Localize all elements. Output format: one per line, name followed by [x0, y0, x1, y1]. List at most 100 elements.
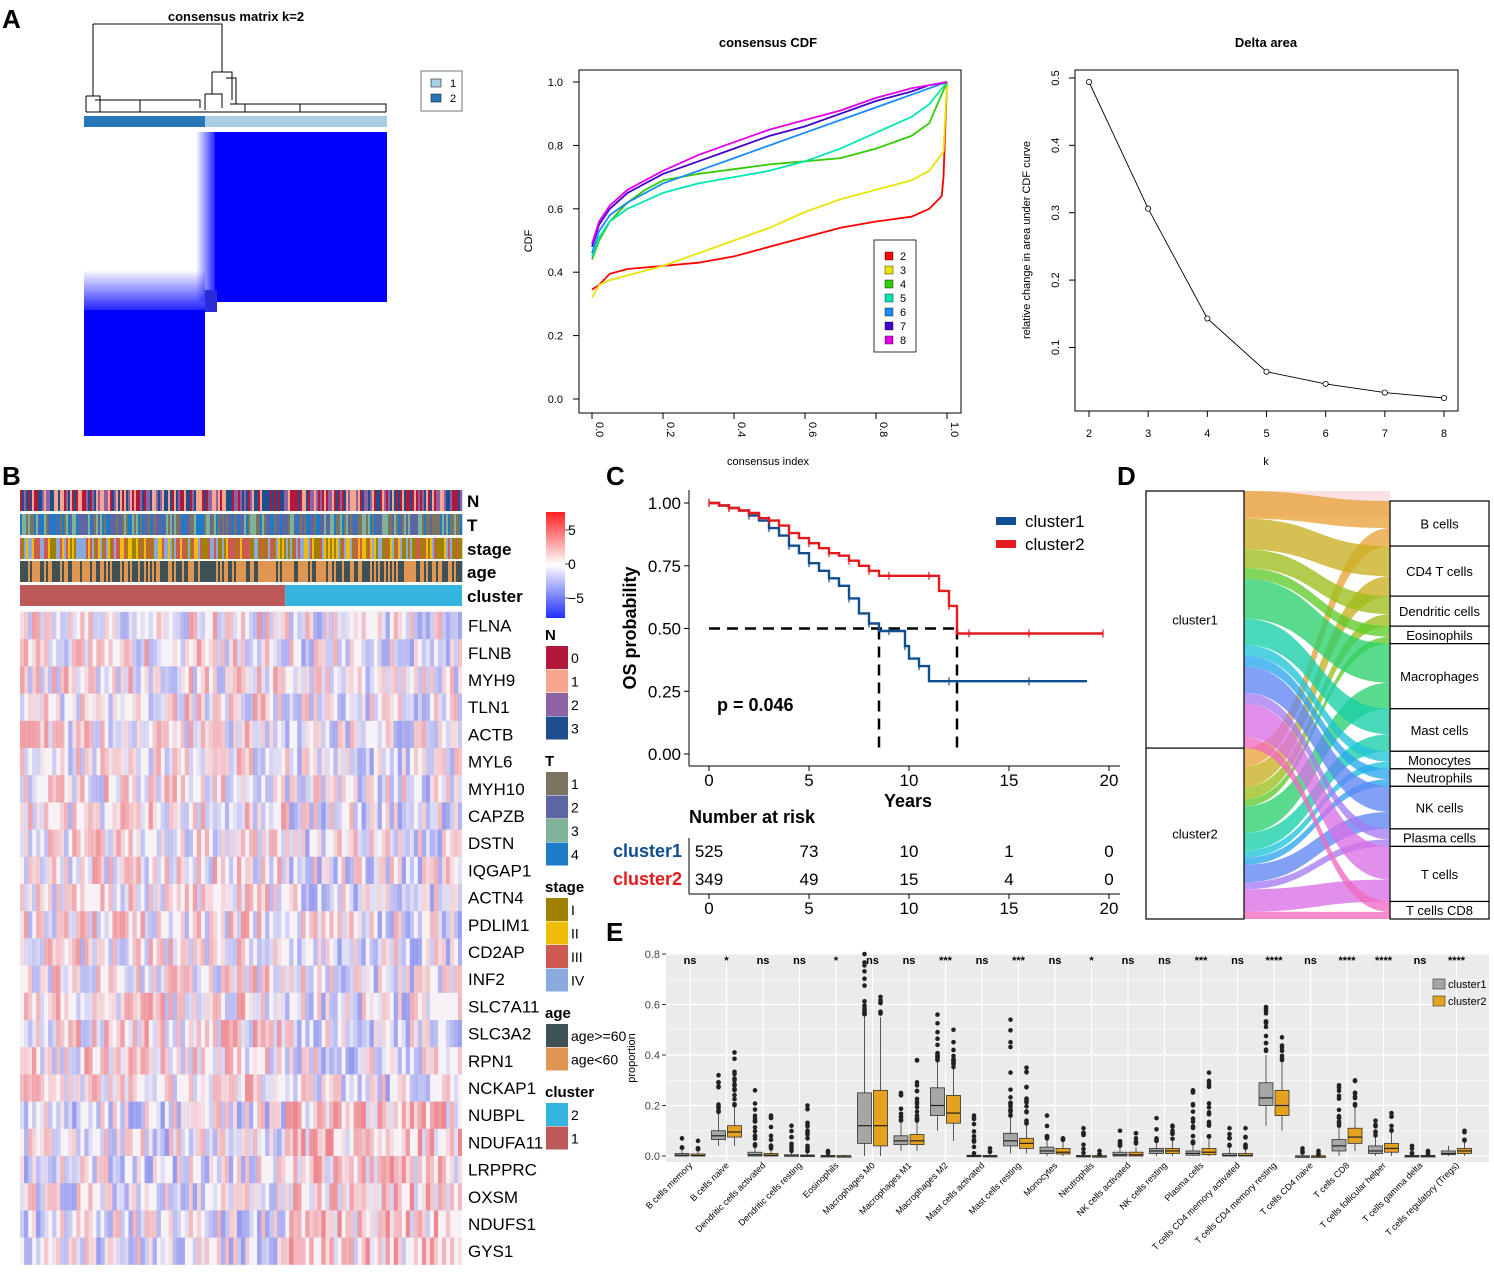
expression-cell	[401, 1074, 406, 1102]
gene-labels: FLNAFLNBMYH9TLN1ACTBMYL6MYH10CAPZBDSTNIQ…	[468, 617, 543, 1262]
expression-cell	[285, 856, 290, 884]
expression-cell	[409, 911, 414, 939]
expression-cell	[377, 1237, 382, 1265]
expression-cell	[313, 911, 318, 939]
expression-cell	[80, 1156, 85, 1184]
expression-cell	[381, 1020, 386, 1048]
expression-cell	[132, 911, 137, 939]
expression-cell	[140, 1101, 145, 1129]
annotation-cell-age	[98, 561, 101, 582]
annotation-cell-T	[162, 514, 165, 535]
annotation-cell-N	[62, 490, 65, 511]
expression-cell	[409, 1074, 414, 1102]
expression-cell	[136, 829, 141, 857]
annotation-cell-N	[354, 490, 357, 511]
annotation-cell-T	[92, 514, 95, 535]
km-xlabel: Years	[884, 791, 932, 811]
expression-cell	[224, 911, 230, 939]
expression-cell	[333, 1183, 338, 1211]
box-outlier-cluster1	[971, 1121, 977, 1127]
expression-cell	[92, 666, 97, 694]
annotation-cell-N	[270, 490, 273, 511]
expression-cell	[144, 1020, 149, 1048]
expression-cell	[104, 1237, 109, 1265]
expression-cell	[168, 1101, 173, 1129]
annotation-cell-N	[292, 490, 295, 511]
risk-cell-cluster1: 1	[1004, 842, 1013, 861]
expression-cell	[64, 1101, 69, 1129]
box-cluster1	[893, 1135, 909, 1146]
annotation-cell-T	[216, 514, 219, 535]
risk-cell-cluster2: 49	[800, 870, 819, 889]
box-outlier-cluster1	[1336, 1115, 1342, 1120]
expression-cell	[277, 639, 282, 667]
expression-cell	[417, 911, 423, 939]
expression-cell	[361, 911, 366, 939]
expression-cell	[257, 992, 262, 1020]
annotation-cell-age	[212, 561, 215, 582]
expression-cell	[136, 965, 141, 993]
expression-cell	[188, 1128, 193, 1156]
expression-cell	[365, 965, 370, 993]
expression-cell	[445, 965, 451, 993]
annotation-cell-T	[156, 514, 159, 535]
expression-cell	[100, 1020, 105, 1048]
expression-cell	[425, 693, 431, 721]
annotation-cell-stage	[126, 538, 129, 559]
expression-cell	[349, 1237, 354, 1265]
expression-cell	[453, 802, 459, 830]
annotation-cell-stage	[268, 538, 271, 559]
expression-cell	[192, 802, 197, 830]
expression-cell	[172, 1020, 177, 1048]
annotation-cell-stage	[398, 538, 401, 559]
expression-cell	[389, 829, 394, 857]
expression-cell	[176, 748, 181, 776]
expression-cell	[172, 1074, 177, 1102]
gene-label: FLNA	[468, 617, 512, 636]
annotation-cell-T	[106, 514, 109, 535]
box-outlier-cluster2	[732, 1096, 737, 1102]
expression-cell	[245, 884, 250, 912]
significance-label: *	[724, 955, 729, 967]
annotation-cell-T	[334, 514, 337, 535]
annotation-cell-N	[360, 490, 363, 511]
annotation-cell-age	[376, 561, 379, 582]
annotation-cell-stage	[266, 538, 269, 559]
expression-cell	[265, 992, 270, 1020]
annotation-cell-age	[130, 561, 133, 582]
expression-cell	[120, 1210, 125, 1238]
expression-cell	[317, 639, 322, 667]
boxplot-ylabel: proportion	[626, 1033, 638, 1083]
delta-line	[1088, 81, 1445, 399]
expression-cell	[429, 775, 435, 803]
expression-cell	[88, 1183, 93, 1211]
expression-cell	[232, 1183, 238, 1211]
box-outlier-cluster2	[1060, 1136, 1066, 1141]
cdf-line-k6	[591, 81, 948, 254]
expression-cell	[184, 802, 189, 830]
expression-cell	[453, 666, 459, 694]
expression-cell	[164, 1020, 169, 1048]
expression-cell	[200, 1101, 206, 1129]
annotation-cell-stage	[392, 538, 395, 559]
expression-cell	[241, 748, 246, 776]
annotation-cell-stage	[104, 538, 107, 559]
expression-cell	[245, 802, 250, 830]
expression-cell	[361, 720, 366, 748]
expression-cell	[216, 1020, 222, 1048]
annotation-cell-T	[330, 514, 333, 535]
expression-cell	[80, 720, 85, 748]
expression-cell	[317, 1047, 322, 1075]
expression-cell	[60, 666, 65, 694]
box-outlier-cluster2	[1243, 1135, 1248, 1140]
expression-cell	[188, 1020, 193, 1048]
expression-cell	[317, 1128, 322, 1156]
annotation-cell-stage	[418, 538, 421, 559]
expression-cell	[192, 1128, 197, 1156]
expression-cell	[228, 856, 234, 884]
expression-cell	[180, 1047, 185, 1075]
expression-cell	[196, 1101, 202, 1129]
expression-cell	[405, 911, 410, 939]
annotation-cell-N	[194, 490, 197, 511]
